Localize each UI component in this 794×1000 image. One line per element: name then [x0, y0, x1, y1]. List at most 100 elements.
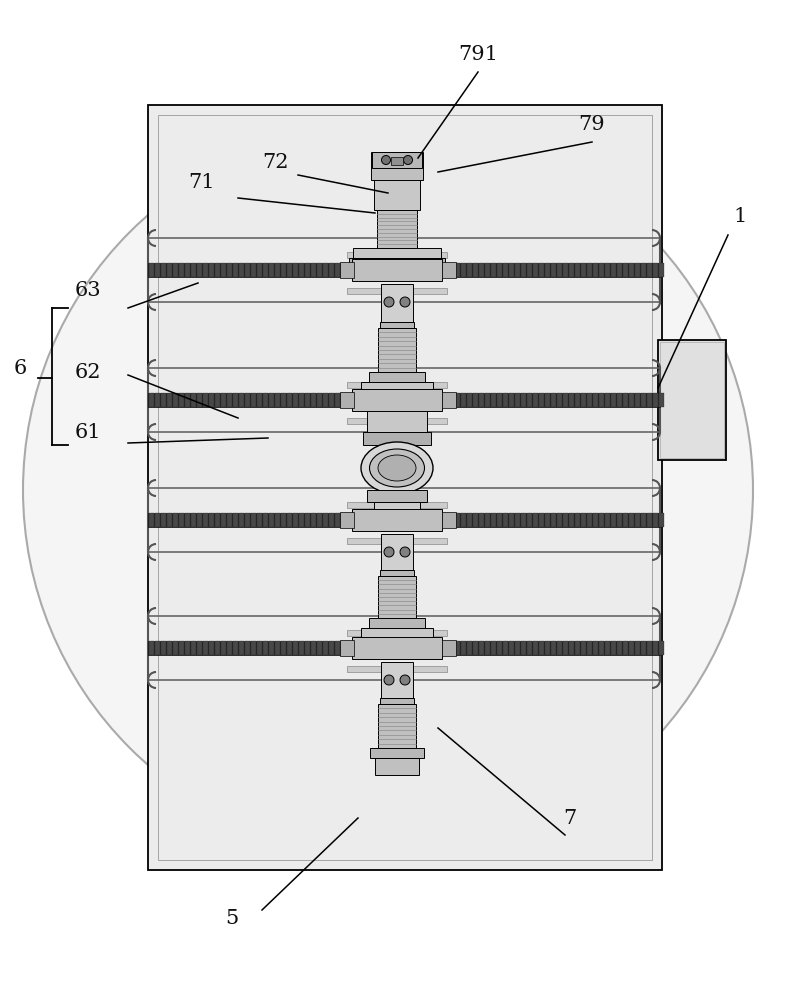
Bar [515, 263, 520, 277]
Bar [605, 641, 610, 655]
Bar [391, 157, 403, 165]
Bar [209, 513, 214, 527]
Bar [239, 263, 244, 277]
Bar [635, 641, 640, 655]
Bar [347, 393, 352, 407]
Bar [365, 263, 370, 277]
Bar [605, 263, 610, 277]
Bar [340, 262, 354, 278]
Bar [347, 400, 447, 406]
Bar [515, 393, 520, 407]
Bar [341, 641, 346, 655]
Bar [557, 393, 562, 407]
Bar [521, 641, 526, 655]
Bar [347, 252, 447, 258]
Bar [473, 513, 478, 527]
Bar [227, 393, 232, 407]
Bar [359, 393, 364, 407]
Bar [617, 641, 622, 655]
Bar [407, 641, 412, 655]
Bar [371, 513, 376, 527]
Bar [323, 263, 328, 277]
Bar [161, 263, 166, 277]
Bar [623, 263, 628, 277]
Bar [155, 263, 160, 277]
Bar [407, 263, 412, 277]
Bar [413, 393, 418, 407]
Bar [383, 641, 388, 655]
Bar [155, 393, 160, 407]
Bar [437, 393, 442, 407]
Bar [311, 641, 316, 655]
Ellipse shape [361, 442, 433, 494]
Bar [593, 263, 598, 277]
Bar [497, 393, 502, 407]
Bar [401, 641, 406, 655]
Bar [371, 393, 376, 407]
Bar [215, 513, 220, 527]
Bar [215, 641, 220, 655]
Bar [353, 248, 441, 258]
Bar [647, 263, 652, 277]
Bar [155, 513, 160, 527]
Bar [575, 263, 580, 277]
Bar [275, 263, 280, 277]
Bar [449, 641, 454, 655]
Bar [647, 641, 652, 655]
Bar [245, 513, 250, 527]
Bar [611, 393, 616, 407]
Bar [611, 263, 616, 277]
Bar [299, 393, 304, 407]
Circle shape [400, 675, 410, 685]
Bar [497, 513, 502, 527]
Bar [641, 263, 646, 277]
Bar [257, 393, 262, 407]
Bar [203, 393, 208, 407]
Bar [395, 263, 400, 277]
Bar [374, 180, 420, 210]
Bar [287, 513, 292, 527]
Bar [461, 393, 466, 407]
Bar [347, 538, 447, 544]
Circle shape [400, 297, 410, 307]
Bar [245, 393, 250, 407]
Bar [185, 393, 190, 407]
Bar [203, 641, 208, 655]
Bar [599, 263, 604, 277]
Bar [371, 152, 423, 180]
Bar [148, 641, 660, 655]
Bar [389, 393, 394, 407]
Bar [323, 641, 328, 655]
Bar [269, 263, 274, 277]
Bar [215, 263, 220, 277]
Bar [209, 263, 214, 277]
Bar [623, 393, 628, 407]
Bar [389, 263, 394, 277]
Bar [485, 263, 490, 277]
Bar [173, 641, 178, 655]
Bar [545, 513, 550, 527]
Bar [341, 263, 346, 277]
Bar [623, 513, 628, 527]
Bar [371, 641, 376, 655]
Bar [497, 641, 502, 655]
Bar [347, 648, 447, 654]
Bar [239, 393, 244, 407]
Bar [442, 262, 456, 278]
Bar [431, 263, 436, 277]
Bar [374, 502, 420, 520]
Bar [347, 263, 352, 277]
Text: 71: 71 [189, 172, 215, 192]
Bar [660, 342, 724, 458]
Bar [653, 263, 658, 277]
Circle shape [400, 547, 410, 557]
Bar [381, 662, 413, 698]
Bar [329, 641, 334, 655]
Bar [233, 641, 238, 655]
Bar [257, 641, 262, 655]
Bar [335, 263, 340, 277]
Text: 7: 7 [564, 808, 576, 828]
Bar [149, 263, 154, 277]
Bar [551, 393, 556, 407]
Bar [503, 513, 508, 527]
